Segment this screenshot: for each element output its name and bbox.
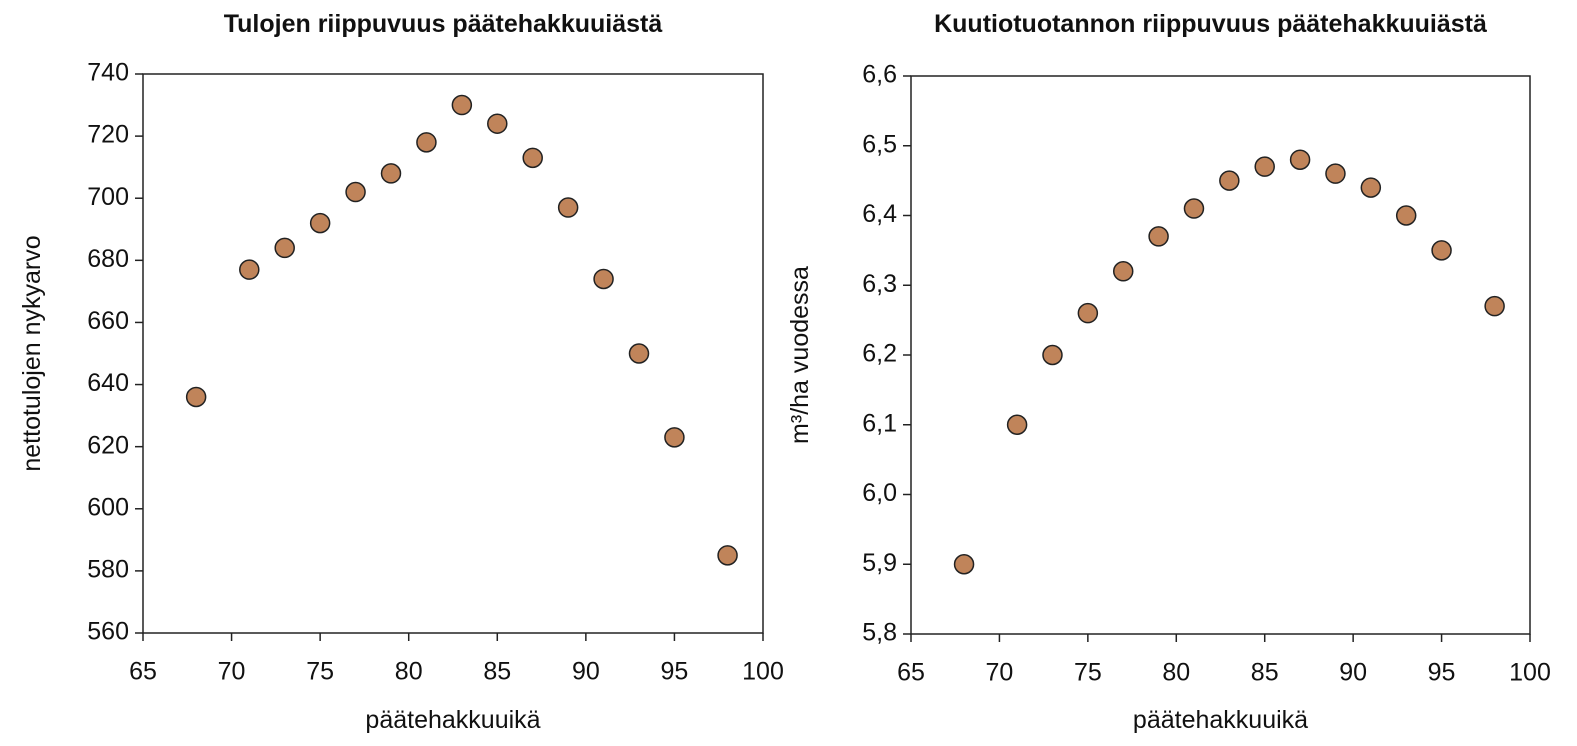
point bbox=[1219, 170, 1240, 191]
point bbox=[1183, 198, 1205, 219]
point bbox=[1006, 414, 1028, 435]
plot-frame bbox=[142, 73, 764, 634]
x-tick-label: 65 bbox=[897, 659, 925, 687]
y-tick-label: 600 bbox=[87, 493, 129, 521]
x-tick-label: 100 bbox=[742, 658, 784, 686]
point bbox=[451, 94, 473, 116]
point bbox=[1360, 177, 1382, 198]
point bbox=[185, 386, 207, 408]
x-tick-label: 100 bbox=[1509, 659, 1551, 687]
point bbox=[309, 212, 331, 234]
y-tick-label: 660 bbox=[87, 307, 129, 335]
y-tick-label: 680 bbox=[87, 245, 129, 273]
y-tick-label: 6,0 bbox=[862, 479, 897, 507]
x-tick-label: 65 bbox=[129, 658, 157, 686]
x-tick-label: 85 bbox=[1251, 659, 1279, 687]
x-tick-label: 80 bbox=[395, 658, 423, 686]
point bbox=[1042, 344, 1063, 366]
point bbox=[487, 113, 508, 134]
x-tick-label: 90 bbox=[1339, 659, 1367, 687]
point bbox=[416, 132, 437, 153]
y-tick-label: 580 bbox=[87, 555, 129, 583]
point bbox=[557, 197, 579, 218]
y-tick-label: 6,2 bbox=[862, 340, 897, 368]
x-tick-label: 95 bbox=[661, 658, 689, 686]
x-tick-label: 70 bbox=[218, 658, 246, 686]
y-tick-label: 560 bbox=[87, 618, 129, 646]
point bbox=[1431, 240, 1452, 261]
x-tick-label: 80 bbox=[1162, 659, 1190, 687]
point bbox=[522, 147, 543, 169]
point bbox=[1112, 261, 1134, 282]
point bbox=[1148, 226, 1169, 247]
x-tick-label: 90 bbox=[572, 658, 600, 686]
point bbox=[239, 259, 260, 280]
y-tick-label: 6,6 bbox=[862, 61, 897, 89]
y-axis-label: nettotulojen nykyarvo bbox=[18, 235, 46, 471]
point bbox=[717, 545, 738, 566]
x-axis-label: päätehakkuuikä bbox=[365, 706, 540, 734]
point bbox=[1325, 163, 1346, 184]
point bbox=[953, 554, 975, 575]
chart-title: Kuutiotuotannon riippuvuus päätehakkuuiä… bbox=[934, 10, 1487, 38]
x-tick-label: 70 bbox=[986, 659, 1014, 687]
x-tick-label: 75 bbox=[1074, 659, 1102, 687]
y-tick-label: 640 bbox=[87, 369, 129, 397]
y-tick-label: 6,1 bbox=[862, 409, 897, 437]
y-tick-label: 5,9 bbox=[862, 549, 897, 577]
point bbox=[274, 237, 295, 259]
point bbox=[1289, 149, 1311, 170]
y-axis-label: m³/ha vuodessa bbox=[786, 266, 814, 444]
y-tick-label: 6,3 bbox=[862, 270, 897, 298]
point bbox=[593, 268, 614, 290]
y-tick-label: 5,8 bbox=[862, 619, 897, 647]
point bbox=[1077, 302, 1099, 324]
plot-frame bbox=[910, 75, 1531, 635]
point bbox=[664, 427, 685, 448]
y-tick-label: 700 bbox=[87, 183, 129, 211]
x-tick-label: 95 bbox=[1428, 659, 1456, 687]
point bbox=[380, 163, 402, 184]
point bbox=[1254, 156, 1275, 177]
point bbox=[1395, 205, 1417, 226]
y-tick-label: 620 bbox=[87, 431, 129, 459]
point bbox=[628, 343, 650, 364]
point bbox=[345, 181, 366, 203]
x-tick-label: 75 bbox=[306, 658, 334, 686]
y-tick-label: 6,4 bbox=[862, 200, 897, 228]
y-tick-label: 740 bbox=[87, 59, 129, 87]
x-axis-label: päätehakkuuikä bbox=[1133, 706, 1308, 734]
point bbox=[1484, 295, 1505, 317]
chart-title: Tulojen riippuvuus päätehakkuuiästä bbox=[224, 10, 663, 38]
y-tick-label: 6,5 bbox=[862, 130, 897, 158]
x-tick-label: 85 bbox=[483, 658, 511, 686]
y-tick-label: 720 bbox=[87, 121, 129, 149]
